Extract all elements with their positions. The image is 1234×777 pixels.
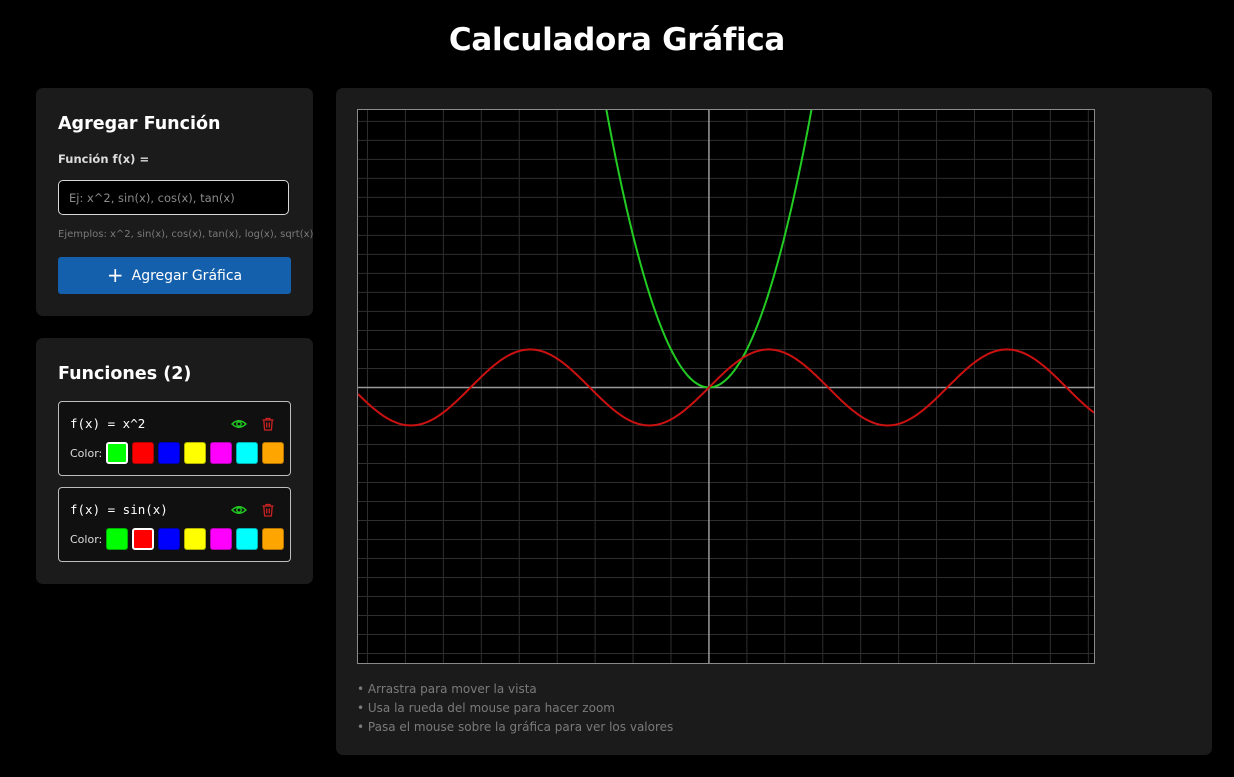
swatch-cyan[interactable]: [236, 442, 258, 464]
swatch-blue[interactable]: [158, 442, 180, 464]
hint-hover: • Pasa el mouse sobre la gráfica para ve…: [357, 720, 674, 734]
swatch-red[interactable]: [132, 528, 154, 550]
trash-icon[interactable]: [260, 502, 276, 518]
function-card: f(x) = x^2 Color:: [58, 401, 291, 476]
swatch-yellow[interactable]: [184, 442, 206, 464]
graph-panel: • Arrastra para mover la vista • Usa la …: [336, 88, 1212, 755]
swatch-yellow[interactable]: [184, 528, 206, 550]
functions-heading: Funciones (2): [58, 364, 192, 384]
add-graph-button[interactable]: + Agregar Gráfica: [58, 257, 291, 294]
graph-plot: [358, 110, 1094, 663]
color-label: Color:: [70, 533, 103, 546]
function-expression: f(x) = sin(x): [70, 502, 168, 517]
functions-panel: Funciones (2) f(x) = x^2 Color: f(x) = s…: [36, 338, 313, 584]
add-graph-button-label: Agregar Gráfica: [131, 267, 243, 284]
trash-icon[interactable]: [260, 416, 276, 432]
swatch-orange[interactable]: [262, 528, 284, 550]
swatch-blue[interactable]: [158, 528, 180, 550]
function-card: f(x) = sin(x) Color:: [58, 487, 291, 562]
eye-icon[interactable]: [231, 502, 247, 518]
swatch-magenta[interactable]: [210, 442, 232, 464]
color-label: Color:: [70, 447, 103, 460]
swatch-green[interactable]: [106, 442, 128, 464]
examples-text: Ejemplos: x^2, sin(x), cos(x), tan(x), l…: [58, 229, 314, 240]
color-swatches: [106, 528, 284, 550]
swatch-cyan[interactable]: [236, 528, 258, 550]
hint-drag: • Arrastra para mover la vista: [357, 682, 537, 696]
add-function-heading: Agregar Función: [58, 114, 221, 134]
graph-canvas[interactable]: [357, 109, 1095, 664]
hint-zoom: • Usa la rueda del mouse para hacer zoom: [357, 701, 615, 715]
function-expression: f(x) = x^2: [70, 416, 146, 431]
swatch-green[interactable]: [106, 528, 128, 550]
function-field-label: Función f(x) =: [58, 152, 150, 166]
swatch-orange[interactable]: [262, 442, 284, 464]
eye-icon[interactable]: [231, 416, 247, 432]
page-title: Calculadora Gráfica: [448, 22, 786, 58]
plus-icon: +: [106, 262, 124, 287]
color-swatches: [106, 442, 284, 464]
swatch-red[interactable]: [132, 442, 154, 464]
graph-hints: • Arrastra para mover la vista • Usa la …: [357, 680, 673, 737]
function-input[interactable]: [58, 180, 289, 215]
add-function-panel: Agregar Función Función f(x) = Ejemplos:…: [36, 88, 313, 316]
swatch-magenta[interactable]: [210, 528, 232, 550]
plot-sinx-curve: [358, 348, 1094, 427]
